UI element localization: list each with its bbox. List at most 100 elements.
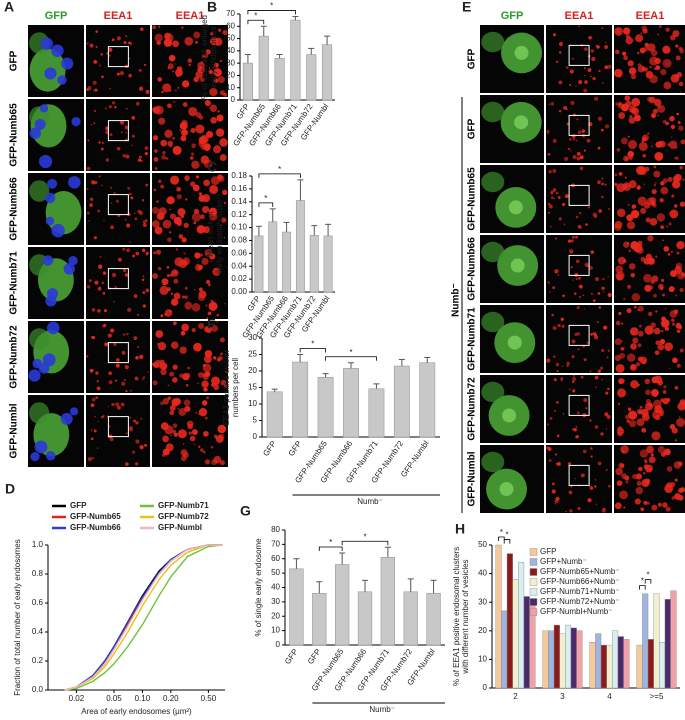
endosome bbox=[172, 136, 176, 140]
endosome bbox=[188, 431, 192, 435]
endosome bbox=[675, 44, 679, 48]
significance-star: * bbox=[641, 577, 644, 586]
endosome bbox=[128, 73, 132, 78]
bar bbox=[612, 630, 619, 689]
endosome bbox=[115, 402, 120, 407]
x-tick-label: GFP bbox=[261, 439, 278, 458]
endosome bbox=[590, 292, 594, 296]
endosome bbox=[180, 135, 187, 142]
endosome bbox=[131, 134, 135, 138]
endosome bbox=[590, 447, 593, 450]
endosome bbox=[142, 220, 147, 224]
endosome bbox=[557, 323, 561, 328]
micrograph bbox=[86, 25, 150, 97]
endosome bbox=[94, 415, 96, 418]
endosome bbox=[195, 175, 200, 179]
endosome bbox=[570, 266, 573, 269]
nucleus bbox=[70, 407, 79, 416]
endosome bbox=[654, 151, 664, 161]
endosome bbox=[126, 332, 129, 336]
endosome bbox=[160, 184, 165, 189]
endosome bbox=[201, 205, 210, 214]
panel-letter: G bbox=[240, 503, 251, 519]
y-tick-label: 10 bbox=[271, 626, 280, 635]
endosome bbox=[592, 299, 596, 302]
endosome bbox=[191, 143, 197, 149]
endosome bbox=[648, 456, 656, 464]
endosome bbox=[571, 428, 574, 431]
endosome bbox=[589, 419, 592, 422]
endosome bbox=[614, 354, 621, 362]
endosome bbox=[624, 475, 630, 481]
endosome bbox=[566, 361, 570, 365]
bar bbox=[659, 642, 666, 689]
endosome bbox=[576, 306, 580, 310]
group-label: Numb⁻ bbox=[369, 705, 395, 714]
endosome bbox=[654, 57, 661, 65]
endosome bbox=[556, 462, 561, 466]
endosome bbox=[546, 129, 550, 133]
bar bbox=[254, 235, 264, 293]
endosome bbox=[598, 69, 601, 73]
endosome bbox=[554, 410, 556, 412]
endosome bbox=[576, 411, 580, 415]
endosome bbox=[575, 259, 580, 264]
endosome bbox=[181, 26, 184, 29]
endosome bbox=[125, 154, 130, 159]
micrograph bbox=[480, 445, 544, 513]
endosome bbox=[132, 450, 136, 454]
endosome bbox=[218, 175, 225, 183]
endosome bbox=[569, 249, 574, 254]
endosome bbox=[657, 105, 661, 109]
endosome bbox=[605, 428, 608, 430]
endosome bbox=[198, 445, 201, 449]
endosome bbox=[113, 342, 117, 347]
endosome bbox=[100, 53, 103, 56]
endosome bbox=[602, 277, 605, 281]
micrograph bbox=[480, 95, 544, 163]
endosome bbox=[650, 201, 656, 206]
endosome bbox=[139, 445, 144, 450]
endosome bbox=[91, 308, 96, 312]
endosome bbox=[145, 251, 149, 255]
endosome bbox=[572, 377, 577, 382]
y-tick-label: 20 bbox=[226, 71, 235, 80]
micrograph bbox=[86, 99, 150, 171]
endosome bbox=[637, 65, 646, 73]
endosome bbox=[591, 56, 596, 61]
endosome bbox=[175, 68, 183, 77]
endosome bbox=[661, 278, 665, 282]
endosome bbox=[109, 437, 114, 442]
endosome bbox=[570, 150, 572, 152]
micrograph-bg bbox=[86, 173, 150, 245]
endosome bbox=[636, 165, 646, 175]
endosome bbox=[108, 371, 112, 375]
endosome bbox=[215, 128, 225, 137]
endosome bbox=[115, 363, 120, 368]
endosome bbox=[204, 53, 209, 58]
zoom-box bbox=[568, 44, 590, 66]
zoom-box bbox=[107, 342, 129, 364]
endosome bbox=[677, 494, 684, 501]
endosome bbox=[108, 54, 111, 57]
endosome bbox=[661, 316, 666, 322]
significance-star: * bbox=[363, 532, 366, 541]
endosome bbox=[211, 383, 214, 387]
endosome bbox=[547, 133, 549, 135]
endosome bbox=[650, 280, 655, 284]
endosome bbox=[678, 325, 682, 330]
endosome bbox=[588, 35, 592, 40]
significance-star: * bbox=[270, 2, 273, 11]
y-tick-label: 0.00 bbox=[231, 287, 247, 296]
endosome bbox=[572, 389, 576, 393]
endosome bbox=[120, 131, 123, 134]
endosome bbox=[122, 268, 127, 273]
endosome bbox=[191, 160, 200, 169]
endosome bbox=[575, 215, 579, 219]
y-axis-label: numbers per cell bbox=[231, 358, 240, 417]
endosome bbox=[142, 291, 146, 294]
x-tick-label: GFP bbox=[306, 647, 323, 666]
endosome bbox=[204, 416, 208, 420]
endosome bbox=[656, 213, 666, 222]
endosome bbox=[659, 25, 662, 28]
